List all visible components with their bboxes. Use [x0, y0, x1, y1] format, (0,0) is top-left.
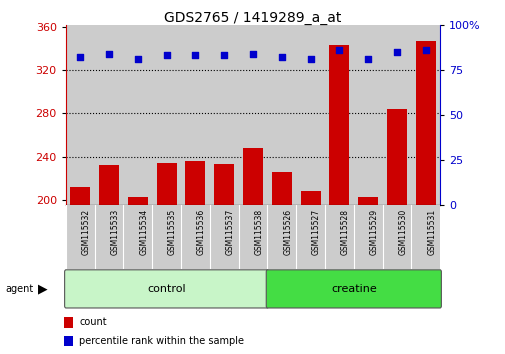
Bar	[185, 161, 205, 205]
Bar	[324, 25, 353, 205]
Text: GSM115528: GSM115528	[340, 209, 349, 255]
Point	[248, 51, 257, 57]
Bar	[267, 205, 295, 269]
Bar	[214, 164, 234, 205]
Point	[105, 51, 113, 57]
Bar	[358, 197, 378, 205]
Point	[76, 55, 84, 60]
Bar	[94, 205, 123, 269]
Text: ▶: ▶	[38, 282, 48, 295]
Bar	[329, 45, 349, 205]
Bar	[210, 205, 238, 269]
Text: GSM115534: GSM115534	[139, 209, 148, 255]
Text: GSM115526: GSM115526	[283, 209, 292, 255]
Bar	[386, 109, 407, 205]
Text: GSM115535: GSM115535	[168, 209, 177, 255]
Bar	[295, 205, 324, 269]
Point	[277, 55, 285, 60]
Bar	[127, 197, 147, 205]
Text: GSM115532: GSM115532	[81, 209, 90, 255]
Bar	[181, 25, 210, 205]
Point	[335, 47, 343, 53]
Bar	[152, 25, 181, 205]
Bar	[64, 317, 73, 328]
Bar	[152, 205, 181, 269]
FancyBboxPatch shape	[266, 270, 440, 308]
Bar	[238, 205, 267, 269]
Bar	[210, 25, 238, 205]
Point	[392, 49, 400, 55]
Text: GSM115527: GSM115527	[312, 209, 320, 255]
FancyBboxPatch shape	[65, 270, 268, 308]
Text: GDS2765 / 1419289_a_at: GDS2765 / 1419289_a_at	[164, 11, 341, 25]
Point	[220, 53, 228, 58]
Bar	[382, 25, 411, 205]
Bar	[411, 205, 439, 269]
Text: count: count	[79, 317, 107, 327]
Text: percentile rank within the sample: percentile rank within the sample	[79, 336, 244, 346]
Text: GSM115536: GSM115536	[196, 209, 206, 255]
Bar	[295, 25, 324, 205]
Bar	[242, 148, 263, 205]
Point	[364, 56, 372, 62]
Text: creatine: creatine	[330, 284, 376, 293]
Text: GSM115529: GSM115529	[369, 209, 378, 255]
Bar	[94, 25, 123, 205]
Bar	[123, 205, 152, 269]
Bar	[411, 25, 439, 205]
Bar	[66, 205, 94, 269]
Bar	[415, 41, 435, 205]
Text: control: control	[147, 284, 185, 293]
Bar	[66, 25, 94, 205]
Text: agent: agent	[5, 284, 33, 293]
Bar	[156, 163, 176, 205]
Bar	[300, 191, 320, 205]
Text: GSM115530: GSM115530	[397, 209, 407, 255]
Point	[306, 56, 314, 62]
Point	[133, 56, 141, 62]
Bar	[353, 25, 382, 205]
Bar	[324, 205, 353, 269]
Bar	[271, 172, 291, 205]
Bar	[98, 165, 119, 205]
Text: GSM115538: GSM115538	[254, 209, 263, 255]
Bar	[64, 336, 73, 346]
Bar	[70, 187, 90, 205]
Bar	[123, 25, 152, 205]
Bar	[238, 25, 267, 205]
Bar	[267, 25, 295, 205]
Point	[191, 53, 199, 58]
Bar	[353, 205, 382, 269]
Point	[162, 53, 170, 58]
Text: GSM115537: GSM115537	[225, 209, 234, 255]
Bar	[181, 205, 210, 269]
Point	[421, 47, 429, 53]
Text: GSM115533: GSM115533	[110, 209, 119, 255]
Bar	[382, 205, 411, 269]
Text: GSM115531: GSM115531	[426, 209, 435, 255]
